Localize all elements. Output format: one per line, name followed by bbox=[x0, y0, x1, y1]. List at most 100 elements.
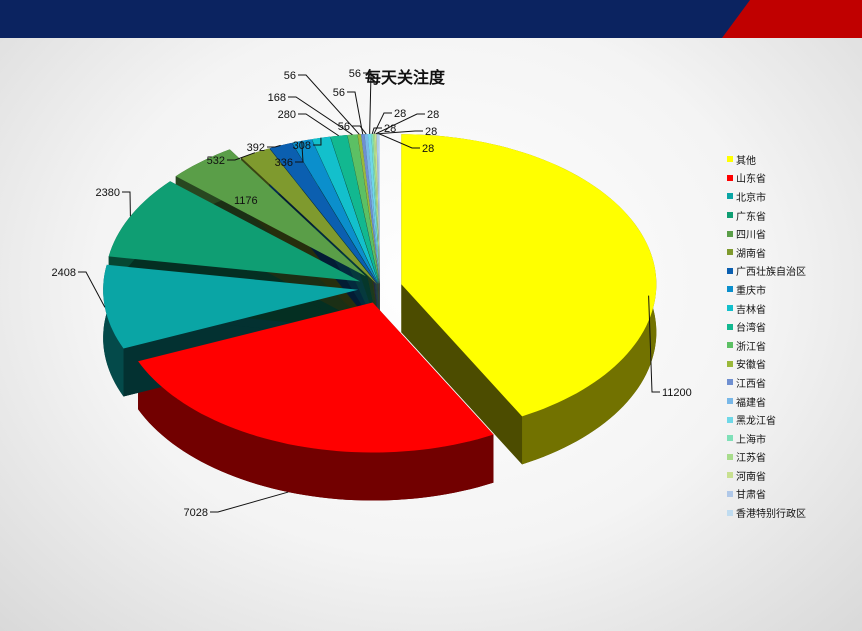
legend-swatch bbox=[727, 305, 733, 312]
slice-黑龙江省[interactable] bbox=[367, 133, 380, 284]
legend-item: 其他 bbox=[727, 150, 806, 169]
data-label: 7028 bbox=[184, 507, 208, 519]
legend-item: 浙江省 bbox=[727, 336, 806, 355]
slice-side bbox=[103, 264, 124, 397]
leader-line bbox=[363, 72, 372, 134]
legend-item: 湖南省 bbox=[727, 243, 806, 262]
legend-label: 福建省 bbox=[736, 397, 766, 409]
legend-swatch bbox=[727, 193, 733, 200]
legend-item: 北京市 bbox=[727, 187, 806, 206]
legend-item: 广西壮族自治区 bbox=[727, 262, 806, 281]
legend-swatch bbox=[727, 379, 733, 386]
legend-item: 河南省 bbox=[727, 466, 806, 485]
slice-湖南省[interactable] bbox=[241, 148, 378, 285]
slice-重庆市[interactable] bbox=[292, 139, 379, 284]
legend-item: 江苏省 bbox=[727, 448, 806, 467]
leader-line bbox=[352, 125, 367, 135]
data-label: 56 bbox=[284, 70, 296, 82]
data-label: 28 bbox=[384, 123, 396, 135]
slice-side bbox=[138, 361, 494, 501]
legend-label: 山东省 bbox=[736, 174, 766, 186]
legend-label: 北京市 bbox=[736, 192, 766, 204]
legend-swatch bbox=[727, 342, 733, 349]
slice-广东省[interactable] bbox=[108, 181, 361, 282]
legend-item: 甘肃省 bbox=[727, 485, 806, 504]
leader-line bbox=[371, 127, 382, 135]
data-label: 56 bbox=[338, 121, 350, 133]
leader-line bbox=[648, 295, 660, 393]
legend-swatch bbox=[727, 453, 733, 460]
leader-line bbox=[210, 491, 289, 513]
slice-吉林省[interactable] bbox=[311, 136, 379, 284]
legend-label: 湖南省 bbox=[736, 248, 766, 260]
slice-江苏省[interactable] bbox=[373, 133, 380, 284]
data-label: 1176 bbox=[234, 195, 258, 207]
leader-line bbox=[122, 191, 131, 217]
legend-swatch bbox=[727, 249, 733, 256]
legend-label: 四川省 bbox=[736, 230, 766, 242]
legend-label: 台湾省 bbox=[736, 323, 766, 335]
legend-label: 江苏省 bbox=[736, 453, 766, 465]
legend-label: 吉林省 bbox=[736, 304, 766, 316]
leader-line bbox=[313, 137, 322, 146]
legend-label: 上海市 bbox=[736, 434, 766, 446]
leader-line bbox=[298, 113, 339, 137]
leader-line bbox=[288, 96, 353, 136]
slice-北京市[interactable] bbox=[103, 264, 359, 349]
slice-香港特别行政区[interactable] bbox=[378, 133, 380, 284]
leader-line bbox=[295, 140, 304, 163]
legend-swatch bbox=[727, 323, 733, 330]
legend-item: 台湾省 bbox=[727, 317, 806, 336]
data-label: 56 bbox=[349, 68, 361, 80]
legend-item: 吉林省 bbox=[727, 299, 806, 318]
slice-甘肃省[interactable] bbox=[376, 133, 380, 284]
slice-其他[interactable] bbox=[401, 134, 657, 417]
legend-label: 广东省 bbox=[736, 211, 766, 223]
legend-label: 河南省 bbox=[736, 471, 766, 483]
legend-item: 四川省 bbox=[727, 224, 806, 243]
legend-swatch bbox=[727, 230, 733, 237]
legend-swatch bbox=[727, 398, 733, 405]
slice-河南省[interactable] bbox=[374, 133, 380, 284]
legend-swatch bbox=[727, 435, 733, 442]
legend-label: 江西省 bbox=[736, 378, 766, 390]
data-label: 392 bbox=[247, 142, 265, 154]
legend-item: 广东省 bbox=[727, 206, 806, 225]
slice-山东省[interactable] bbox=[138, 302, 494, 453]
chart-title: 每天关注度 bbox=[365, 68, 446, 87]
data-label: 28 bbox=[425, 126, 437, 138]
legend-item: 黑龙江省 bbox=[727, 410, 806, 429]
data-label: 28 bbox=[422, 143, 434, 155]
data-label: 2380 bbox=[96, 187, 120, 199]
legend-item: 福建省 bbox=[727, 392, 806, 411]
slice-江西省[interactable] bbox=[361, 134, 380, 284]
slice-上海市[interactable] bbox=[371, 133, 380, 284]
slice-台湾省[interactable] bbox=[330, 135, 380, 284]
legend-label: 其他 bbox=[736, 155, 756, 167]
data-label: 28 bbox=[394, 108, 406, 120]
legend-swatch bbox=[727, 472, 733, 479]
legend: 其他山东省北京市广东省四川省湖南省广西壮族自治区 重庆市吉林省台湾省 浙江省安徽省江… bbox=[727, 150, 806, 522]
legend-swatch bbox=[727, 490, 733, 497]
legend-item: 重庆市 bbox=[727, 280, 806, 299]
slice-福建省[interactable] bbox=[364, 134, 380, 284]
leader-line bbox=[78, 271, 106, 308]
header-bar bbox=[0, 0, 862, 38]
legend-item: 江西省 bbox=[727, 373, 806, 392]
legend-swatch bbox=[727, 416, 733, 423]
data-label: 168 bbox=[268, 92, 286, 104]
legend-swatch bbox=[727, 156, 733, 163]
leader-line bbox=[377, 130, 423, 135]
data-label: 11200 bbox=[662, 387, 692, 399]
slice-四川省[interactable] bbox=[175, 149, 366, 277]
slice-广西壮族自治区[interactable] bbox=[269, 142, 378, 285]
legend-item: 安徽省 bbox=[727, 355, 806, 374]
slice-浙江省[interactable] bbox=[347, 134, 380, 284]
data-label: 308 bbox=[293, 140, 311, 152]
legend-label: 安徽省 bbox=[736, 360, 766, 372]
slice-安徽省[interactable] bbox=[357, 134, 380, 284]
data-label: 56 bbox=[333, 87, 345, 99]
legend-swatch bbox=[727, 360, 733, 367]
